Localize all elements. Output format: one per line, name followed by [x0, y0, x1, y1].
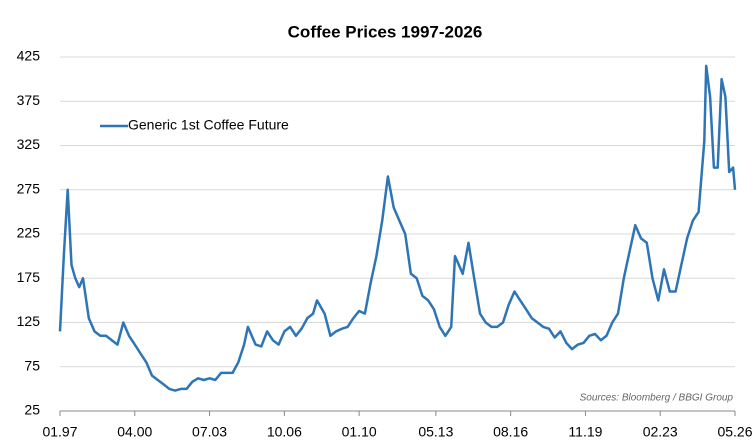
x-tick-label: 05.13 — [418, 424, 453, 440]
x-tick-label: 11.19 — [568, 424, 602, 440]
y-tick-label: 125 — [17, 313, 41, 329]
legend-label: Generic 1st Coffee Future — [128, 117, 289, 133]
series-line — [58, 64, 737, 392]
x-tick-label: 01.97 — [42, 424, 77, 440]
x-tick-label: 01.10 — [342, 424, 377, 440]
x-tick-label: 07.03 — [192, 424, 227, 440]
y-tick-label: 225 — [17, 225, 41, 241]
x-tick-label: 05.26 — [717, 424, 752, 440]
y-tick-label: 275 — [17, 180, 41, 196]
y-tick-label: 425 — [17, 48, 41, 64]
y-tick-label: 375 — [17, 92, 41, 108]
chart-title: Coffee Prices 1997-2026 — [288, 22, 483, 41]
x-tick-label: 04.00 — [117, 424, 152, 440]
y-tick-label: 175 — [17, 269, 41, 285]
y-tick-label: 25 — [24, 402, 40, 418]
annotation: Sources: Bloomberg / BBGI Group — [580, 393, 734, 404]
y-tick-label: 75 — [24, 357, 40, 373]
x-tick-label: 02.23 — [643, 424, 678, 440]
x-tick-label: 10.06 — [267, 424, 302, 440]
y-tick-label: 325 — [17, 136, 41, 152]
x-tick-label: 08.16 — [493, 424, 528, 440]
